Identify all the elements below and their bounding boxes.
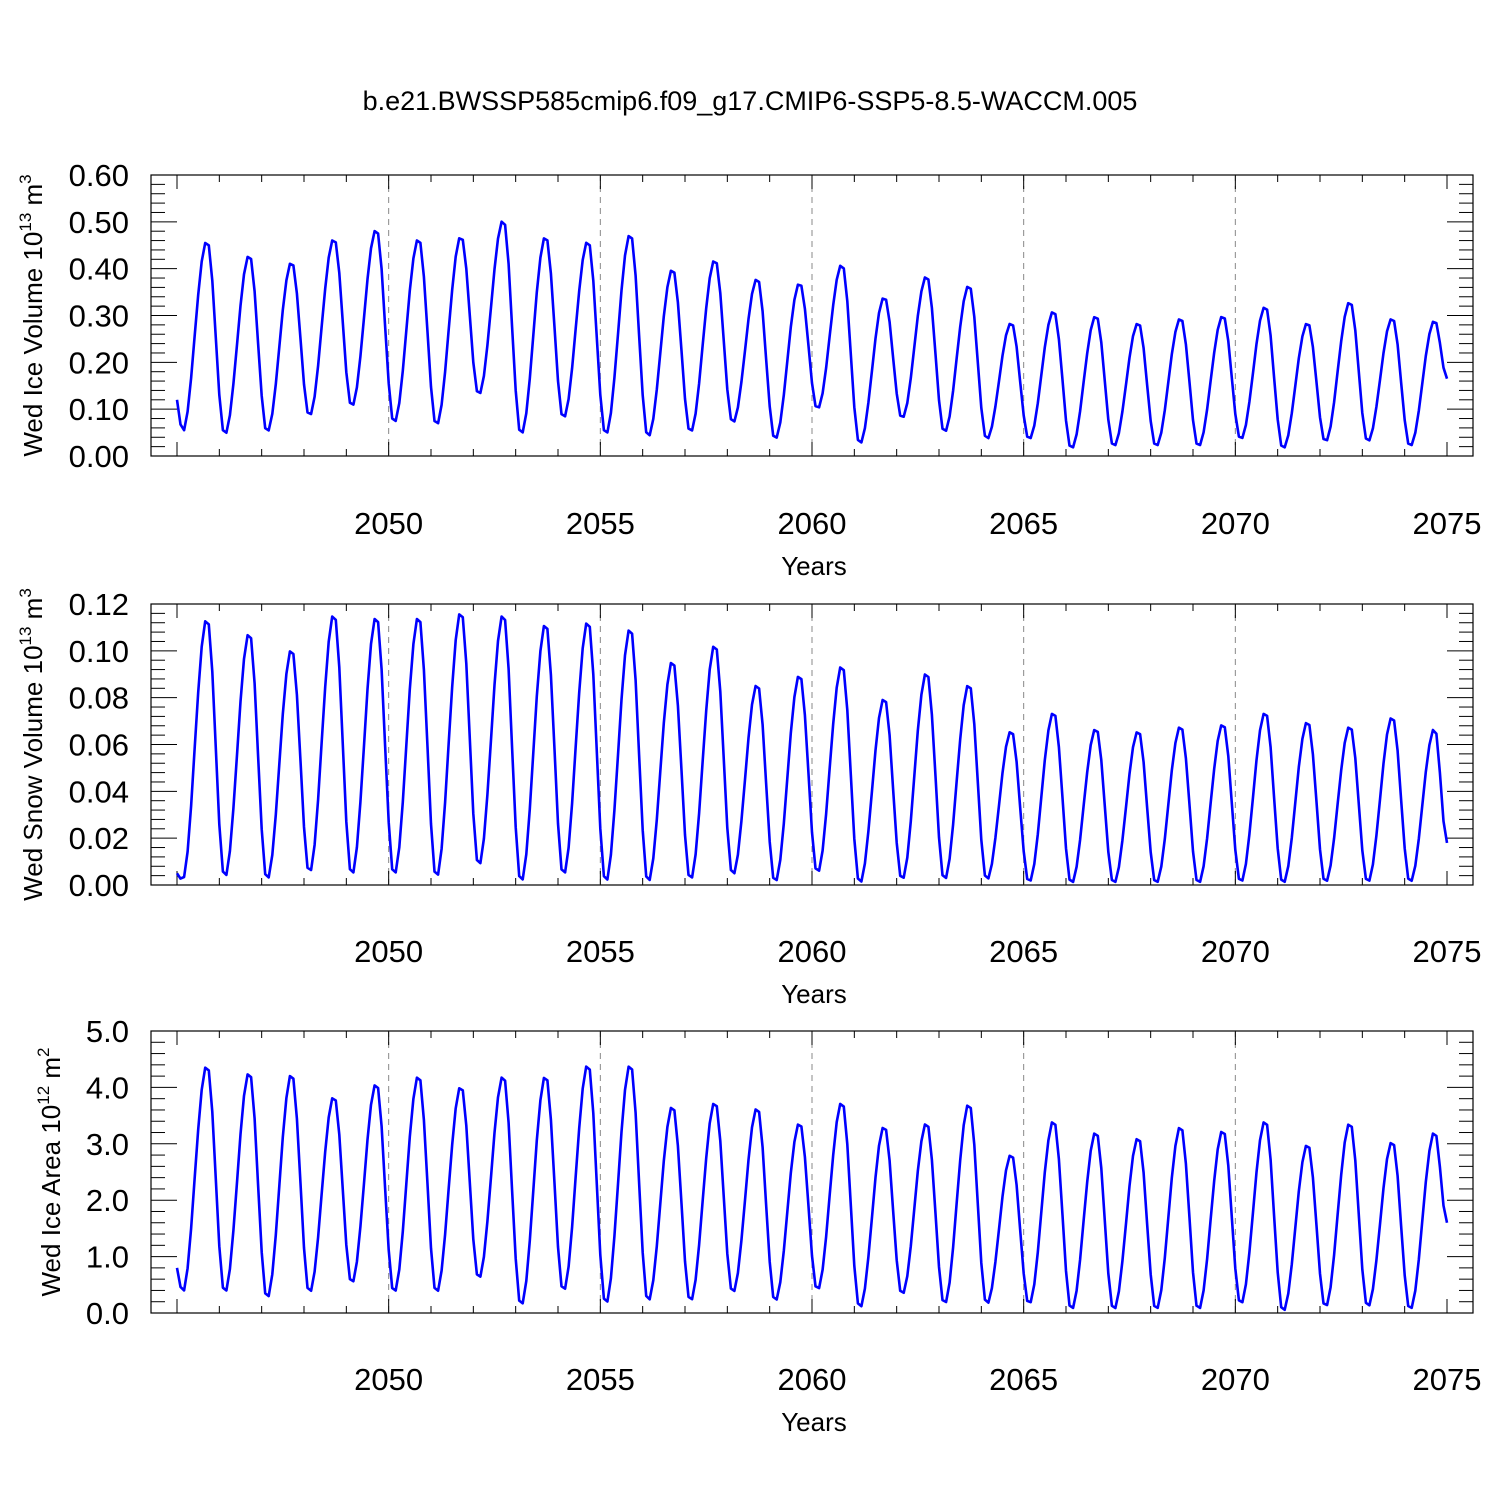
x-axis-label: Years: [781, 551, 847, 581]
x-tick-label: 2050: [354, 506, 423, 541]
x-tick-label: 2055: [566, 506, 635, 541]
x-tick-label: 2075: [1413, 506, 1482, 541]
x-tick-label: 2055: [566, 934, 635, 969]
x-tick-label: 2055: [566, 1362, 635, 1397]
x-axis-label: Years: [781, 1407, 847, 1437]
y-tick-label: 0.60: [69, 158, 129, 193]
y-tick-label: 0.04: [69, 774, 129, 809]
y-tick-label: 0.08: [69, 681, 129, 716]
x-tick-label: 2075: [1413, 934, 1482, 969]
series-line-wed-ice-volume: [175, 220, 1449, 449]
y-tick-label: 0.00: [69, 868, 129, 903]
y-tick-label: 0.10: [69, 634, 129, 669]
y-tick-label: 0.20: [69, 345, 129, 380]
y-tick-label: 0.30: [69, 299, 129, 334]
y-tick-label: 0.50: [69, 205, 129, 240]
y-tick-label: 0.12: [69, 587, 129, 622]
x-tick-label: 2050: [354, 1362, 423, 1397]
y-tick-label: 0.40: [69, 252, 129, 287]
y-tick-label: 0.00: [69, 439, 129, 474]
x-tick-label: 2060: [778, 1362, 847, 1397]
panel-3: 0.0 1.0 2.0 3.0 4.0 5.0 2050 2055 2060 2065 2070 20…: [34, 1014, 1481, 1437]
y-axis-label: Wed Ice Area 1012 m2: [34, 1047, 66, 1296]
x-axis-label: Years: [781, 979, 847, 1009]
plot-frame: [150, 174, 1474, 457]
y-axis-label: Wed Ice Volume 1013 m3: [16, 174, 48, 456]
y-tick-label: 5.0: [86, 1014, 129, 1049]
y-tick-label: 0.06: [69, 728, 129, 763]
x-tick-label: 2065: [989, 506, 1058, 541]
y-tick-label: 4.0: [86, 1070, 129, 1105]
y-tick-label: 0.02: [69, 821, 129, 856]
y-tick-label: 0.0: [86, 1296, 129, 1331]
x-tick-label: 2065: [989, 1362, 1058, 1397]
y-tick-label: 0.10: [69, 392, 129, 427]
panel-2: 0.00 0.02 0.04 0.06 0.08 0.10 0.12 2050 2055 2060…: [16, 587, 1481, 1009]
x-tick-label: 2050: [354, 934, 423, 969]
x-tick-label: 2070: [1201, 934, 1270, 969]
x-tick-label: 2070: [1201, 506, 1270, 541]
y-tick-label: 3.0: [86, 1127, 129, 1162]
series-line-wed-snow-volume: [175, 613, 1449, 884]
series-line-wed-ice-area: [175, 1065, 1449, 1312]
x-tick-label: 2060: [778, 934, 847, 969]
figure-title: b.e21.BWSSP585cmip6.f09_g17.CMIP6-SSP5-8…: [362, 86, 1138, 116]
y-tick-label: 1.0: [86, 1240, 129, 1275]
x-tick-label: 2065: [989, 934, 1058, 969]
y-tick-label: 2.0: [86, 1183, 129, 1218]
x-tick-label: 2070: [1201, 1362, 1270, 1397]
panel-1: 0.00 0.10 0.20 0.30 0.40 0.50 0.60 2050 2055 2060…: [16, 158, 1481, 581]
x-tick-label: 2060: [778, 506, 847, 541]
y-axis-label: Wed Snow Volume 1013 m3: [16, 588, 48, 901]
x-tick-label: 2075: [1413, 1362, 1482, 1397]
